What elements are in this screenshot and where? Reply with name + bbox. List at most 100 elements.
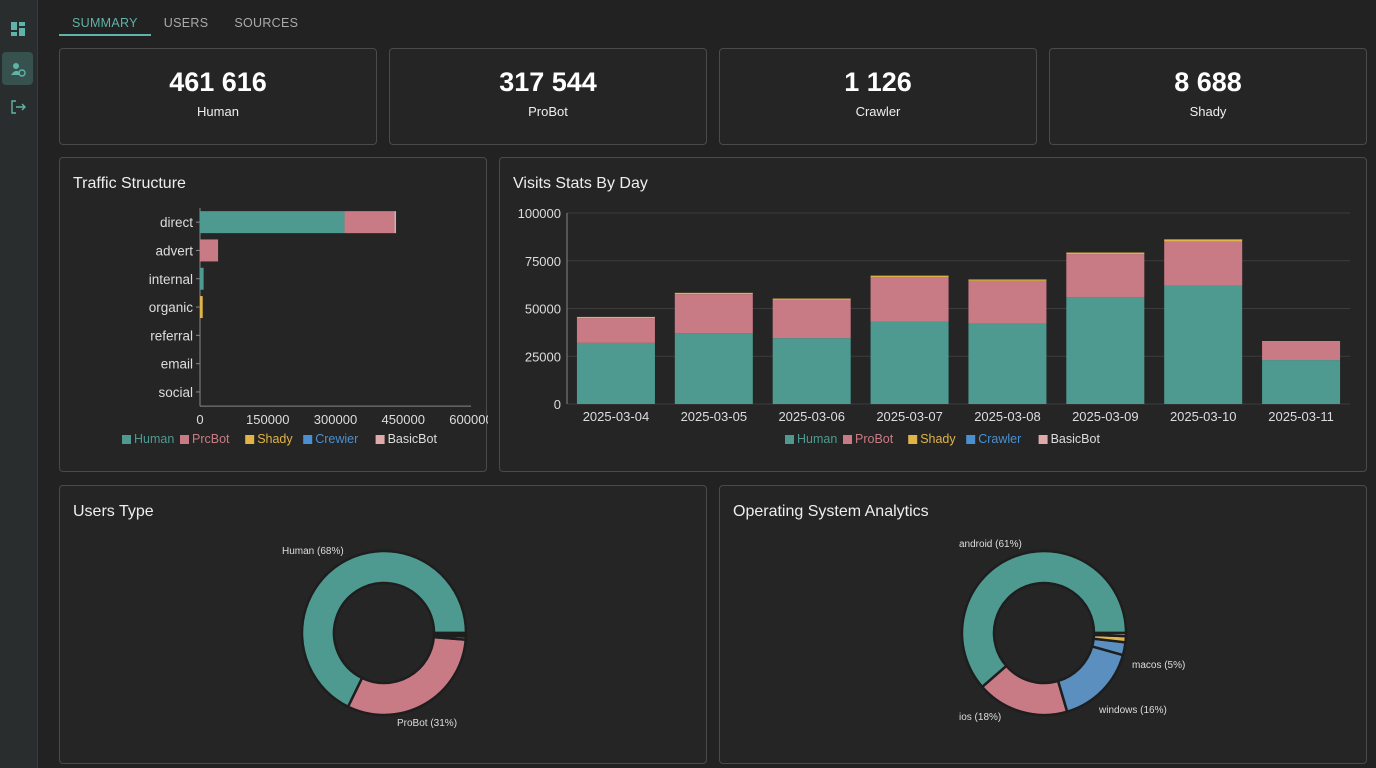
category-label: email [161,357,193,372]
dashboard-icon [10,21,25,36]
tab-bar: SUMMARY USERS SOURCES [59,10,311,36]
bar-probot-2025-03-10 [1164,241,1243,286]
tab-sources[interactable]: SOURCES [234,16,299,30]
card-title: Users Type [73,503,154,520]
legend-label-shady: Shady [920,432,956,446]
category-label: advert [155,243,193,258]
legend-swatch [908,435,918,444]
traffic-structure-card: Traffic Structure direct advert internal or… [59,157,488,472]
legend-swatch [375,435,385,444]
visits-by-day-card: Visits Stats By Day 0 25000 50000 75000 1000… [499,157,1367,472]
x-tick-label: 600000 [449,412,488,427]
os-analytics-card: Operating System Analytics android (61%)… [719,485,1367,764]
category-label: referral [150,328,193,343]
bar-shady-2025-03-10 [1164,239,1243,242]
bar-probot-2025-03-08 [968,280,1047,324]
bar-shady-2025-03-05 [674,292,753,295]
stat-label: Human [197,104,239,119]
x-tick-label: 150000 [246,412,289,427]
bar-probot-2025-03-04 [576,318,655,343]
bar-probot-direct [344,211,395,234]
legend-swatch [785,435,794,444]
stat-label: Crawler [855,104,901,119]
x-tick-label: 2025-03-11 [1268,409,1334,424]
category-label: direct [160,215,193,230]
bar-shady-organic [200,296,203,319]
slice-label: Human (68%) [282,546,344,557]
x-tick-label: 2025-03-05 [681,409,748,424]
bar-human-2025-03-08 [968,323,1047,404]
slice-0 [960,549,1128,689]
y-tick-label: 25000 [525,349,561,364]
bar-shady-2025-03-07 [870,275,949,277]
bar-probot-advert [200,239,219,262]
bar-human-direct [200,211,345,234]
legend-label-crawler: Crawler [978,432,1021,446]
stat-card-crawler: 1 126 Crawler [719,48,1037,145]
bar-human-internal [200,267,204,290]
stat-label: Shady [1189,104,1227,119]
slice-label: android (61%) [959,539,1022,550]
slice-label: ProBot (31%) [397,718,457,729]
y-tick-label: 0 [554,397,561,412]
slice-1 [346,635,468,717]
visits-by-day-chart: 0 25000 50000 75000 100000 2025-03-04 2025-03-… [518,206,1350,446]
x-tick-label: 2025-03-08 [974,409,1041,424]
tab-summary[interactable]: SUMMARY [59,10,151,36]
bar-probot-2025-03-11 [1262,341,1341,361]
x-tick-label: 2025-03-04 [583,409,650,424]
bar-probot-2025-03-07 [870,276,949,322]
bar-shady-2025-03-09 [1066,252,1145,255]
bar-human-2025-03-07 [870,321,949,404]
bar-human-2025-03-06 [772,338,851,404]
x-tick-label: 0 [196,412,203,427]
category-label: internal [149,272,193,287]
card-title: Visits Stats By Day [513,175,648,192]
legend-label-human: Human [797,432,837,446]
x-tick-label: 2025-03-07 [876,409,943,424]
legend-swatch [1038,435,1048,444]
bar-human-2025-03-11 [1262,360,1341,404]
bar-shady-2025-03-08 [968,279,1047,281]
bar-human-2025-03-04 [576,342,655,404]
sidebar [0,0,38,768]
users-type-card: Users Type Human (68%) ProBot (31%) [59,485,707,764]
logout-icon [10,99,26,114]
legend-swatch [245,435,255,444]
category-label: social [158,385,193,400]
slice-2 [1056,644,1125,714]
x-tick-label: 2025-03-06 [778,409,845,424]
legend-swatch [303,435,313,444]
legend-label-probot: ProBot [855,432,894,446]
y-tick-label: 50000 [525,302,561,317]
slice-4 [432,631,468,637]
slice-5 [1092,631,1128,638]
sidebar-item-users[interactable] [2,52,33,85]
legend-label-basicbot: BasicBot [388,432,438,446]
x-tick-label: 450000 [382,412,425,427]
sidebar-item-logout[interactable] [2,90,33,123]
stat-card-shady: 8 688 Shady [1049,48,1367,145]
legend-label-crewier: Crewier [315,432,358,446]
stat-value: 1 126 [844,67,912,97]
bar-probot-2025-03-06 [772,299,851,339]
legend-label-prcbot: PrcBot [192,432,230,446]
bar-human-2025-03-05 [674,333,753,404]
legend-label-shady: Shady [257,432,293,446]
bar-basicbot-direct [394,211,397,234]
bar-probot-2025-03-09 [1066,254,1145,298]
bar-shady-2025-03-04 [576,316,655,319]
slice-label: windows (16%) [1098,705,1167,716]
legend-swatch [843,435,852,444]
slice-label: ios (18%) [959,712,1001,723]
stat-label: ProBot [528,104,568,119]
stat-value: 8 688 [1174,67,1242,97]
tab-users[interactable]: USERS [163,16,209,30]
card-title: Operating System Analytics [733,503,929,520]
sidebar-item-dashboard[interactable] [2,12,33,45]
bar-human-2025-03-09 [1066,297,1145,404]
legend-swatch [122,435,131,444]
legend-label-basicbot: BasicBot [1051,432,1101,446]
os-analytics-chart: android (61%) ios (18%) windows (16%) macos… [959,539,1185,723]
bar-shady-2025-03-11 [1262,341,1341,342]
